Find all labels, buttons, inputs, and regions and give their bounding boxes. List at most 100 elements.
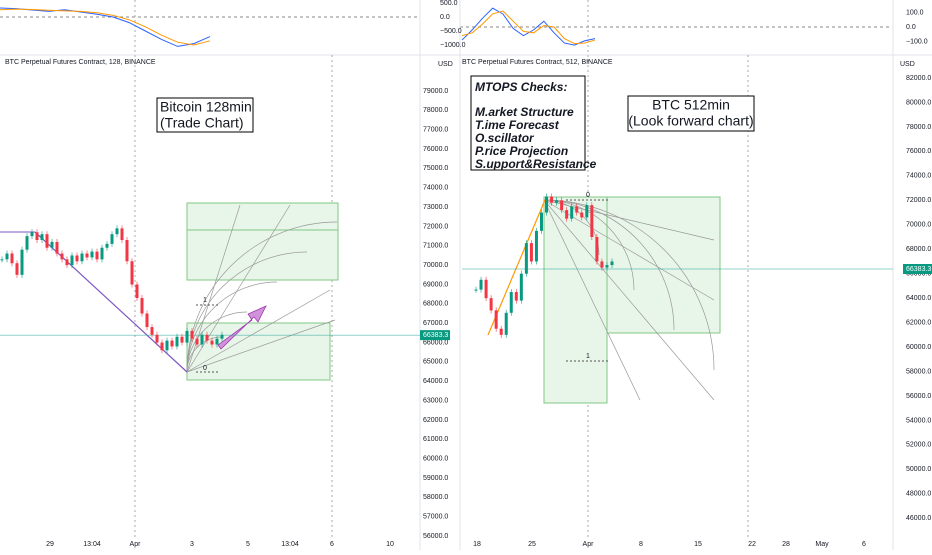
candle [610,261,614,266]
note: (Trade Chart) [160,115,244,131]
y-tick-label: 64000.0 [906,295,931,302]
y-tick-label: 66000.0 [423,339,448,346]
y-tick-label: 60000.0 [423,455,448,462]
y-tick-label: 67000.0 [423,320,448,327]
y-tick-label: 56000.0 [423,533,448,540]
y-tick-label: 63000.0 [423,397,448,404]
candle [90,251,94,258]
candle [20,249,24,275]
candle [479,279,483,290]
y-tick-label: 50000.0 [906,466,931,473]
candle [545,196,549,213]
x-tick-label: 15 [694,541,702,548]
candle [519,273,523,301]
osc-tick-label: −1000.0 [440,42,466,49]
candle [80,253,84,262]
candle [220,334,224,339]
x-tick-label: 22 [748,541,756,548]
candle [105,243,109,248]
x-tick-label: 8 [639,541,643,548]
candle [210,340,214,345]
arrow [217,305,267,350]
candle [539,212,543,231]
candle [115,228,119,235]
candle [474,289,478,291]
osc-line [0,8,211,46]
candle [130,261,134,285]
y-tick-label: 61000.0 [423,436,448,443]
candle [110,234,114,244]
check-item: O.scillator [475,131,535,145]
y-tick-label: 74000.0 [906,173,931,180]
candle [70,255,74,266]
osc-line [461,10,596,45]
y-tick-label: 46000.0 [906,515,931,522]
candle [175,336,179,347]
y-tick-label: 56000.0 [906,393,931,400]
osc-tick-label: 0.0 [906,24,916,31]
y-tick-label: 68000.0 [906,246,931,253]
y-tick-label: 54000.0 [906,417,931,424]
y-tick-label: 72000.0 [906,197,931,204]
candle [215,338,219,345]
candle [50,241,54,248]
y-tick-label: 65000.0 [423,359,448,366]
y-tick-label: 79000.0 [423,88,448,95]
note: Bitcoin 128min [160,99,252,115]
candle [595,236,599,262]
y-tick-label: 74000.0 [423,185,448,192]
price-tag-bg [420,330,450,341]
candle [155,334,159,343]
x-tick-label: 6 [330,541,334,548]
y-tick-label: 69000.0 [423,281,448,288]
candle [529,243,533,262]
y-tick-label: 78000.0 [906,124,931,131]
candle [489,298,493,311]
candle [160,342,164,351]
x-tick-label: 3 [190,541,194,548]
check-item: P.rice Projection [475,144,568,158]
candle [25,236,29,250]
candle [514,292,518,301]
candle [555,200,559,203]
y-tick-label: 71000.0 [423,243,448,250]
candle [590,205,594,237]
y-tick-label: 72000.0 [423,223,448,230]
currency: USD [900,61,915,68]
candle [585,205,589,218]
osc-tick-label: −100.0 [906,38,928,45]
note: (Look forward chart) [628,113,753,129]
candle [15,263,19,275]
osc-line [0,7,211,47]
candle [190,330,194,339]
candle [140,298,144,314]
candle [550,196,554,203]
candle [534,230,538,262]
candle [5,253,9,260]
y-tick-label: 70000.0 [906,222,931,229]
y-tick-label: 58000.0 [906,368,931,375]
candle [120,228,124,240]
candle [565,210,569,219]
osc-line [461,7,596,46]
check-item: MTOPS Checks: [475,80,567,94]
y-tick-label: 77000.0 [423,127,448,134]
x-tick-label: 18 [473,541,481,548]
candle [60,253,64,260]
candle [575,206,579,213]
x-tick-label: 13:04 [281,541,299,548]
candle [145,313,149,328]
fib-label: 0 [586,192,590,199]
osc-tick-label: 0.0 [440,14,450,21]
box [186,322,331,381]
box [543,196,608,404]
x-tick-label: May [815,541,829,548]
y-tick-label: 70000.0 [423,262,448,269]
candle [605,265,609,268]
x-tick-label: 13:04 [83,541,101,548]
candle [504,312,508,335]
candle [10,253,14,264]
candle [499,328,503,335]
y-tick-label: 60000.0 [906,344,931,351]
